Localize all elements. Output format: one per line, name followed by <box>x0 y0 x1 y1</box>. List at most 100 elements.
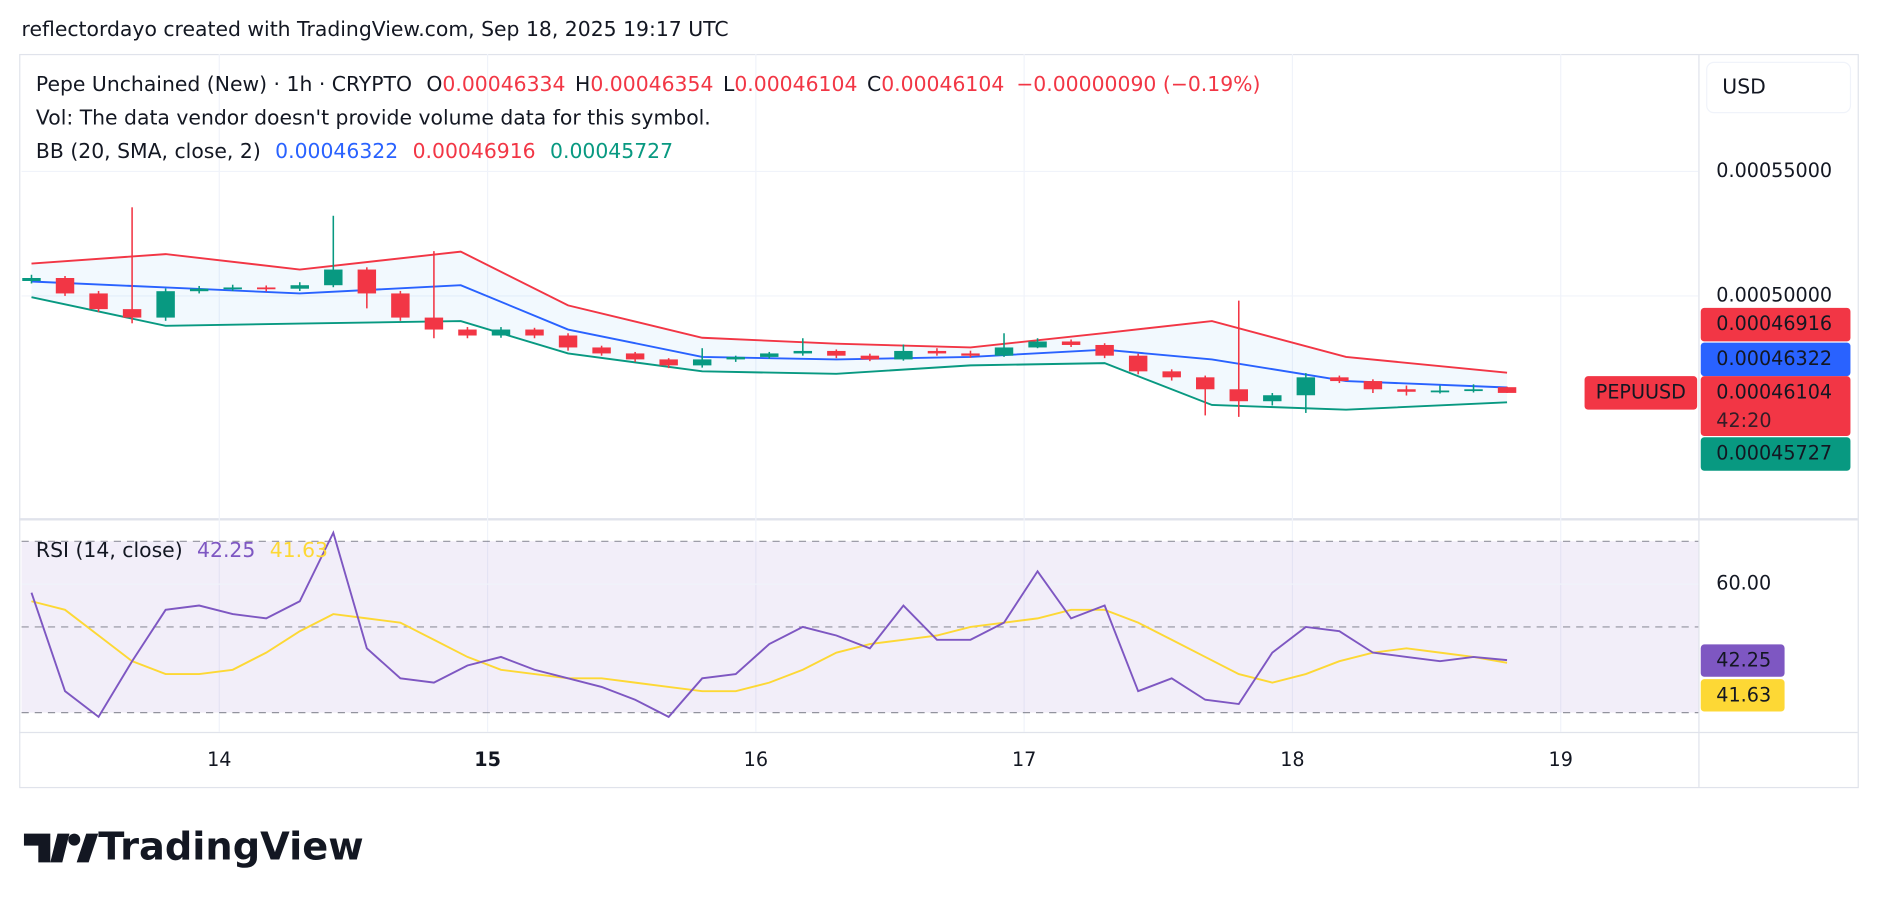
candle-body <box>1028 341 1047 348</box>
candle-body <box>1229 389 1248 402</box>
candle-body <box>223 287 242 290</box>
candle-body <box>692 359 712 366</box>
currency[interactable]: USD <box>1722 75 1766 99</box>
candle-body <box>1464 389 1483 392</box>
x-tick-label: 19 <box>1549 748 1573 771</box>
candle-body <box>324 269 343 286</box>
bb-lower-tag-bg <box>1700 437 1851 471</box>
candle-body <box>1061 341 1081 345</box>
ticker-bg <box>1584 376 1698 410</box>
ticker: PEPUUSD <box>1596 380 1686 403</box>
candle-body <box>391 293 410 318</box>
candle-body <box>726 356 745 360</box>
candle-body <box>558 335 578 348</box>
volume-note: Vol: The data vendor doesn't provide vol… <box>36 106 711 130</box>
candle-body <box>994 347 1014 356</box>
candle-body <box>827 350 846 356</box>
bb-basis-tag-bg <box>1700 342 1851 377</box>
candle-body <box>189 288 209 292</box>
bb-upper <box>31 250 1508 374</box>
change: −0.00000090 (−0.19%) <box>1016 72 1260 96</box>
x-tick-label: 18 <box>1280 748 1304 771</box>
ohlc-value: 0.00046354 <box>590 72 713 96</box>
rsi-value: 41.63 <box>270 538 328 562</box>
candle-body <box>1363 381 1383 390</box>
ohlc-value: 0.00046334 <box>442 72 565 96</box>
bb-fill <box>31 251 1508 410</box>
ohlc-label: O <box>426 72 442 96</box>
countdown: 42:20 <box>1716 409 1771 432</box>
candle-body <box>760 353 779 357</box>
candle-body <box>424 317 444 330</box>
symbol: Pepe Unchained (New) · 1h · CRYPTO <box>36 72 412 96</box>
logo-dot <box>68 833 81 846</box>
candle-body <box>1196 377 1215 390</box>
bb-basis-tag: 0.00046322 <box>1716 347 1832 370</box>
candle-body <box>89 293 108 310</box>
ohlc-label: H <box>575 72 590 96</box>
candle-body <box>625 353 645 360</box>
legend-rsi: RSI (14, close) 42.25 41.63 <box>36 538 328 562</box>
last-price-bg <box>1700 376 1851 437</box>
rsi-value: 42.25 <box>197 538 255 562</box>
logo-mark <box>76 833 99 863</box>
ohlc-label: C <box>867 72 881 96</box>
legend-bb: BB (20, SMA, close, 2) 0.00046322 0.000469… <box>36 139 673 163</box>
last-price: 0.00046104 <box>1716 380 1832 403</box>
bb-label: BB (20, SMA, close, 2) <box>36 139 261 163</box>
bb-upper-tag: 0.00046916 <box>1716 312 1832 335</box>
legend-ohlc: Pepe Unchained (New) · 1h · CRYPTO O0.000… <box>36 72 1261 96</box>
candle-body <box>1330 377 1349 382</box>
bb-value: 0.00045727 <box>550 139 673 163</box>
header: reflectordayo created with TradingView.c… <box>22 17 729 41</box>
rsi-ma <box>31 600 1508 693</box>
currency-button[interactable] <box>1706 61 1852 114</box>
candle-body <box>659 359 678 366</box>
candle-body <box>927 350 947 354</box>
candle-body <box>55 278 75 294</box>
candle-body <box>1263 395 1282 402</box>
candle-body <box>1095 344 1114 356</box>
x-tick-label: 14 <box>207 748 231 771</box>
bb-value: 0.00046322 <box>275 139 398 163</box>
candle-body <box>592 347 611 354</box>
brand: TradingView <box>98 825 363 870</box>
candle-body <box>894 350 913 360</box>
candle-body <box>122 309 142 318</box>
candle-body <box>961 353 980 356</box>
x-tick-label: 16 <box>744 748 768 771</box>
y-tick-label: 0.00055000 <box>1716 159 1832 182</box>
ohlc-label: L <box>723 72 735 96</box>
candle-body <box>1128 355 1148 372</box>
candle-body <box>458 329 477 336</box>
rsi-label: RSI (14, close) <box>36 538 183 562</box>
rsi-ma-tag-bg <box>1700 679 1785 712</box>
candle-body <box>357 269 377 294</box>
y-tick-label: 60.00 <box>1716 572 1771 595</box>
bb-lower-tag: 0.00045727 <box>1716 442 1832 465</box>
candle-body <box>1397 389 1416 392</box>
candle-body <box>1497 387 1517 393</box>
x-tick-label: 17 <box>1012 748 1036 771</box>
x-tick-label: 15 <box>474 748 501 771</box>
candle-body <box>156 291 175 318</box>
candle-body <box>22 278 41 281</box>
candle-body <box>257 287 276 290</box>
logo: TradingView <box>23 825 364 870</box>
candle-body <box>1296 377 1316 396</box>
frame <box>19 53 1859 789</box>
candle-body <box>1162 371 1181 378</box>
candle-body <box>860 355 880 360</box>
logo-mark <box>23 833 70 863</box>
rsi-tag-bg <box>1700 644 1785 677</box>
candle-body <box>525 329 544 336</box>
candle-body <box>491 329 511 336</box>
bb-value: 0.00046916 <box>413 139 536 163</box>
candle-body <box>1430 390 1450 393</box>
rsi-tag: 42.25 <box>1716 649 1771 672</box>
ohlc-value: 0.00046104 <box>881 72 1004 96</box>
candle-body <box>793 350 813 354</box>
rsi-rsi <box>30 530 1508 719</box>
